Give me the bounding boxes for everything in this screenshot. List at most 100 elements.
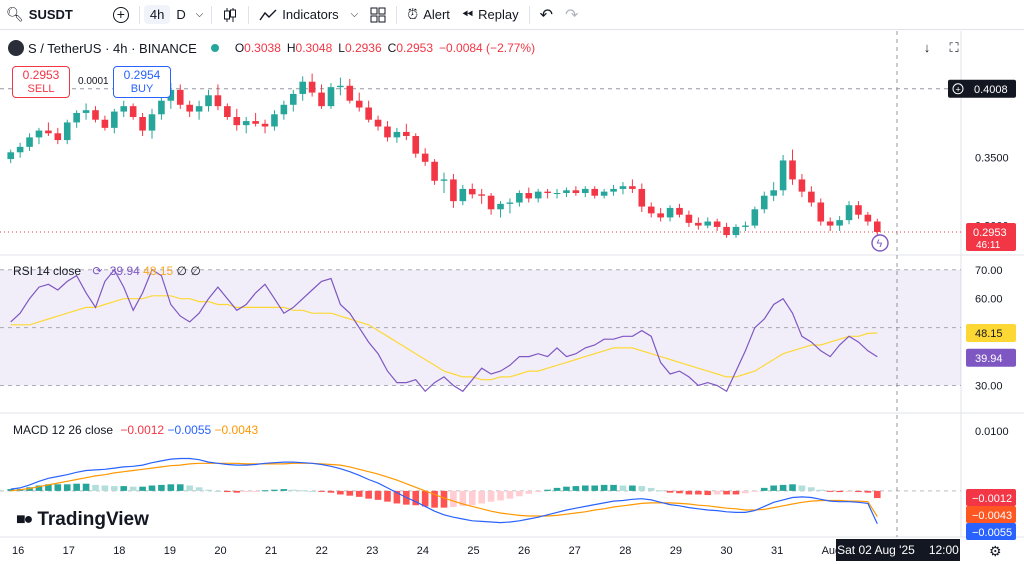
price-tick-label: 0.3500 bbox=[975, 153, 1009, 165]
macd-histogram-bar bbox=[600, 484, 608, 491]
macd-histogram-bar bbox=[92, 484, 99, 491]
macd-histogram-bar bbox=[572, 486, 580, 491]
time-tick-label: 29 bbox=[670, 545, 682, 557]
legend-title: S / TetherUS · 4h · BINANCE bbox=[28, 40, 197, 56]
layouts-button[interactable] bbox=[364, 0, 392, 30]
macd-histogram-bar bbox=[111, 486, 118, 491]
candle-body bbox=[760, 195, 768, 210]
indicators-label: Indicators bbox=[282, 7, 339, 22]
candle-body bbox=[26, 137, 33, 147]
macd-value-tag-label: −0.0055 bbox=[972, 527, 1012, 539]
time-tick-label: 28 bbox=[619, 545, 631, 557]
macd-histogram-bar bbox=[497, 490, 504, 501]
macd-histogram-bar bbox=[468, 490, 476, 506]
buy-price: 0.2954 bbox=[123, 68, 161, 82]
timeframe-d[interactable]: D bbox=[176, 7, 186, 22]
macd-histogram-bar bbox=[459, 490, 467, 506]
fullscreen-icon[interactable]: ⛶ bbox=[949, 40, 959, 55]
redo-icon[interactable]: ↷ bbox=[565, 6, 579, 24]
search-icon: 🔍︎ bbox=[6, 6, 24, 22]
replay-button[interactable]: ⏪︎ Replay bbox=[456, 0, 525, 30]
macd-histogram-bar bbox=[421, 490, 429, 507]
time-tick-label: 31 bbox=[771, 545, 783, 557]
candle-body bbox=[855, 205, 862, 215]
chevron-down-icon[interactable]: ⌵ bbox=[350, 9, 359, 20]
timeframe-4h[interactable]: 4h bbox=[143, 5, 171, 24]
candle-body bbox=[393, 131, 401, 138]
chart-type-button[interactable] bbox=[216, 0, 244, 30]
macd-histogram-bar bbox=[355, 490, 363, 497]
divider bbox=[396, 5, 398, 24]
macd-histogram-bar bbox=[299, 490, 307, 492]
rsi-ma-value: 48.15 bbox=[143, 264, 174, 278]
chart-canvas[interactable]: 0.35000.3000+0.40080.295346:11ϟ70.0060.0… bbox=[0, 31, 1024, 564]
macd-histogram-bar bbox=[845, 490, 853, 492]
indicators-button[interactable]: Indicators bbox=[253, 0, 344, 30]
macd-histogram-bar bbox=[506, 490, 514, 499]
sell-button[interactable]: 0.2953 SELL bbox=[12, 66, 70, 98]
top-toolbar: 🔍︎ SUSDT + 4h D ⌵ Indicators ⌵ ⏰︎ Alert … bbox=[0, 0, 1024, 30]
candle-body bbox=[176, 89, 184, 105]
time-tick-label: 27 bbox=[569, 545, 581, 557]
macd-histogram-bar bbox=[789, 484, 796, 491]
rsi-tag-label: 39.94 bbox=[975, 353, 1003, 365]
crosshair-date-label: Sat 02 Aug '25 12:00 bbox=[836, 539, 960, 561]
symbol-search[interactable]: 🔍︎ SUSDT bbox=[0, 0, 79, 30]
rsi-ma-tag-label: 48.15 bbox=[975, 328, 1003, 340]
rsi-empty-values: ∅ ∅ bbox=[176, 264, 201, 278]
macd-histogram-bar bbox=[327, 490, 335, 493]
candle-body bbox=[374, 119, 382, 127]
candle-body bbox=[82, 110, 90, 113]
buy-label: BUY bbox=[130, 83, 154, 95]
logo-text: TradingView bbox=[37, 509, 149, 530]
macd-value-tag bbox=[966, 506, 1016, 524]
gear-icon[interactable]: ⚙ bbox=[989, 543, 1002, 559]
rsi-name: RSI 14 close bbox=[13, 264, 82, 278]
spread-value: 0.0001 bbox=[78, 76, 109, 87]
macd-histogram-bar bbox=[516, 490, 523, 497]
candle-body bbox=[497, 203, 504, 210]
sell-price: 0.2953 bbox=[22, 68, 60, 82]
market-open-indicator bbox=[210, 44, 219, 52]
macd-value-tag-label: −0.0012 bbox=[972, 493, 1012, 505]
undo-icon[interactable]: ↶ bbox=[539, 6, 553, 24]
candle-body bbox=[252, 121, 259, 124]
candle-body bbox=[506, 202, 514, 204]
refresh-icon[interactable]: ⟳ bbox=[92, 264, 103, 278]
candle-body bbox=[73, 112, 80, 123]
chevron-down-icon[interactable]: ⌵ bbox=[195, 9, 204, 20]
candle-body bbox=[365, 107, 372, 120]
macd-histogram-bar bbox=[873, 490, 881, 499]
candle-body bbox=[327, 87, 335, 107]
candle-body bbox=[789, 160, 796, 180]
candle-body bbox=[205, 95, 212, 107]
time-tick-label: 24 bbox=[417, 545, 429, 557]
macd-histogram-bar bbox=[657, 490, 664, 492]
rsi-tick-label: 30.00 bbox=[975, 381, 1003, 393]
candle-body bbox=[808, 191, 815, 203]
download-icon[interactable]: ↓ bbox=[923, 40, 931, 55]
compare-button[interactable]: + bbox=[107, 0, 135, 30]
macd-histogram-bar bbox=[836, 490, 843, 493]
lightning-icon bbox=[871, 234, 889, 252]
crosshair-price-label: 0.4008 bbox=[974, 84, 1008, 96]
macd-histogram-bar bbox=[365, 490, 372, 499]
macd-histogram-bar bbox=[186, 485, 193, 491]
macd-histogram-bar bbox=[271, 489, 278, 491]
candle-body bbox=[214, 95, 222, 107]
alert-button[interactable]: ⏰︎ Alert bbox=[401, 0, 456, 30]
candle-body bbox=[412, 136, 420, 154]
buy-button[interactable]: 0.2954 BUY bbox=[113, 66, 171, 98]
macd-histogram-bar bbox=[346, 490, 354, 496]
macd-histogram-bar bbox=[139, 486, 146, 491]
macd-histogram-bar bbox=[440, 490, 448, 508]
candle-body bbox=[459, 188, 467, 202]
open-value: 0.3038 bbox=[244, 41, 281, 55]
replay-label: Replay bbox=[478, 7, 519, 22]
macd-histogram-bar bbox=[214, 490, 222, 492]
lightning-glyph: ϟ bbox=[877, 238, 883, 250]
crosshair-date: Sat 02 Aug '25 bbox=[837, 543, 915, 557]
candle-body bbox=[92, 110, 99, 120]
rsi-line bbox=[10, 268, 878, 393]
candle-body bbox=[864, 214, 872, 222]
